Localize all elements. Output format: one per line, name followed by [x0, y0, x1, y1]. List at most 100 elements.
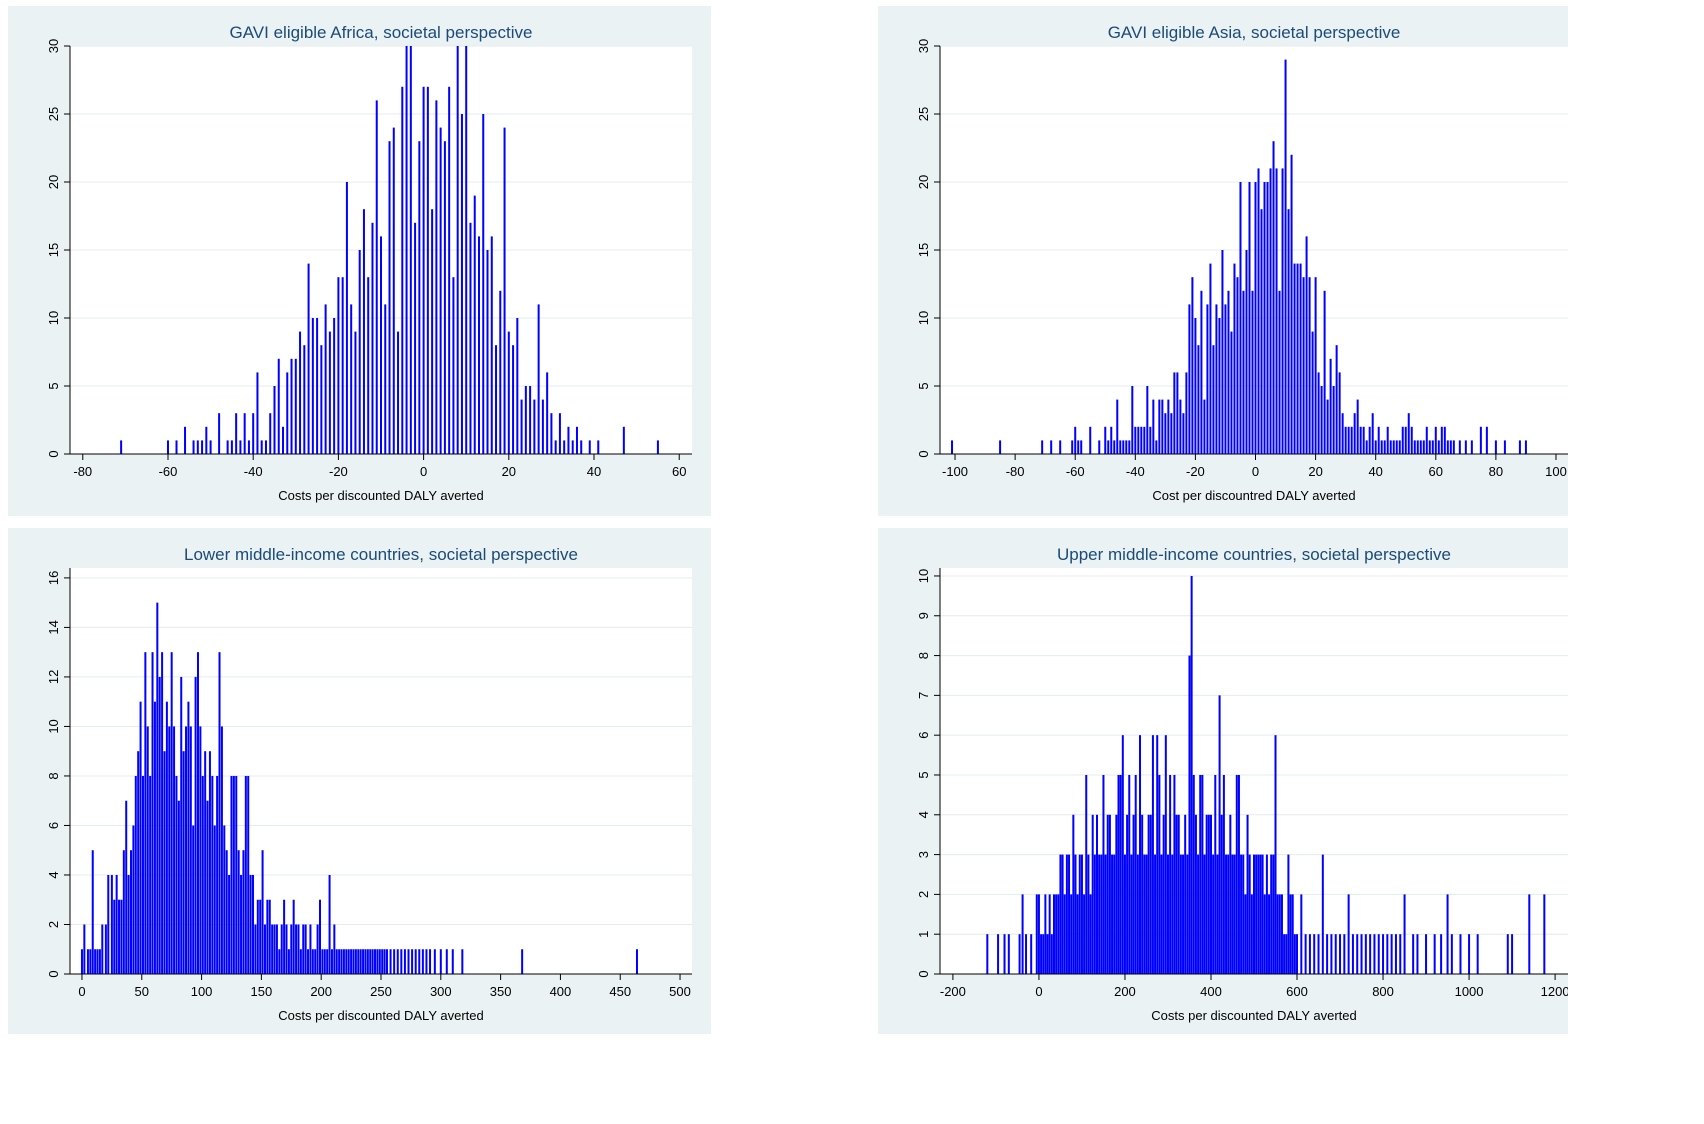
- bar: [326, 949, 329, 974]
- bar: [1332, 386, 1335, 454]
- bar: [1203, 854, 1206, 974]
- bar: [1143, 854, 1146, 974]
- bar: [1524, 440, 1527, 454]
- bar: [1236, 277, 1239, 454]
- bar: [1268, 894, 1271, 974]
- bar: [1320, 386, 1323, 454]
- x-tick-label: 80: [1489, 464, 1503, 479]
- bar: [282, 426, 285, 454]
- bar: [1074, 426, 1077, 454]
- bar: [199, 726, 202, 974]
- bar: [1246, 814, 1249, 974]
- bar: [333, 318, 336, 454]
- bar: [132, 825, 135, 974]
- bar: [337, 277, 340, 454]
- bar: [1108, 814, 1111, 974]
- bar: [1171, 854, 1174, 974]
- x-tick-label: -80: [73, 464, 92, 479]
- bar: [1131, 386, 1134, 454]
- bar: [180, 676, 183, 974]
- bar: [260, 440, 263, 454]
- bar: [1425, 426, 1428, 454]
- bar: [384, 304, 387, 454]
- bar: [1093, 854, 1096, 974]
- bar: [1111, 854, 1114, 974]
- bar: [1323, 290, 1326, 454]
- bar: [1272, 854, 1275, 974]
- bar: [286, 372, 289, 454]
- bar: [1233, 263, 1236, 454]
- x-tick-label: 0: [420, 464, 427, 479]
- bar: [558, 413, 561, 454]
- x-tick-label: -20: [1186, 464, 1205, 479]
- bar: [1255, 854, 1258, 974]
- bar: [307, 263, 310, 454]
- bar: [1356, 399, 1359, 454]
- x-axis-label: Costs per discounted DALY averted: [278, 488, 483, 503]
- y-tick-label: 1: [916, 931, 931, 938]
- bar: [342, 949, 345, 974]
- bar: [425, 949, 428, 974]
- bar: [271, 924, 274, 974]
- bar: [182, 751, 185, 974]
- bar: [1121, 735, 1124, 974]
- bar: [1293, 934, 1296, 974]
- chart-svg-upper-middle: Upper middle-income countries, societal …: [916, 545, 1568, 1023]
- bar: [1218, 318, 1221, 454]
- bar: [486, 250, 489, 454]
- bar: [635, 949, 638, 974]
- bar: [170, 652, 173, 974]
- bar: [1314, 277, 1317, 454]
- bar: [1248, 182, 1251, 454]
- bar: [299, 331, 302, 454]
- bar: [1476, 934, 1479, 974]
- bar: [1063, 894, 1066, 974]
- y-tick-label: 6: [46, 822, 61, 829]
- bar: [490, 236, 493, 454]
- bar: [1269, 168, 1272, 454]
- bar: [185, 726, 188, 974]
- bar: [1308, 277, 1311, 454]
- bar: [1270, 854, 1273, 974]
- bar: [1130, 854, 1133, 974]
- bar: [1007, 934, 1010, 974]
- bar: [524, 386, 527, 454]
- bar: [218, 413, 221, 454]
- bar: [1222, 774, 1225, 974]
- bar: [1048, 894, 1051, 974]
- bar: [163, 751, 166, 974]
- bar: [1485, 426, 1488, 454]
- bar: [1382, 934, 1385, 974]
- bar: [107, 874, 110, 974]
- bar: [256, 372, 259, 454]
- bar: [1128, 774, 1131, 974]
- bar: [1242, 854, 1245, 974]
- bar: [115, 874, 118, 974]
- bar: [1351, 934, 1354, 974]
- bar: [1399, 934, 1402, 974]
- bar: [1050, 934, 1053, 974]
- bar: [1248, 854, 1251, 974]
- bar: [1261, 854, 1264, 974]
- x-tick-label: -200: [940, 984, 966, 999]
- bar: [1300, 894, 1303, 974]
- bar: [1116, 399, 1119, 454]
- bar: [1077, 440, 1080, 454]
- bar: [1080, 854, 1083, 974]
- bar: [378, 949, 381, 974]
- y-tick-label: 2: [916, 891, 931, 898]
- bar: [385, 949, 388, 974]
- bar: [290, 924, 293, 974]
- bar: [1186, 854, 1189, 974]
- bar: [307, 949, 310, 974]
- bar: [1287, 854, 1290, 974]
- bar: [1506, 934, 1509, 974]
- bar: [366, 949, 369, 974]
- bar: [352, 949, 355, 974]
- bar: [1287, 209, 1290, 454]
- bar: [1207, 814, 1210, 974]
- bar: [362, 209, 365, 454]
- bar: [1437, 440, 1440, 454]
- y-tick-label: 6: [916, 732, 931, 739]
- bar: [341, 277, 344, 454]
